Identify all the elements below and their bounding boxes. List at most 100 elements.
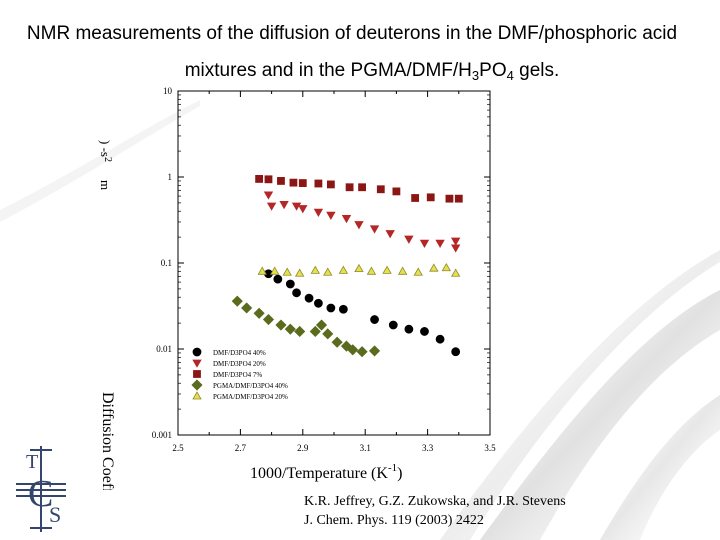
point-series-5	[441, 262, 452, 272]
point-series-3	[298, 179, 307, 187]
point-series-1	[388, 320, 398, 330]
point-series-2	[298, 205, 308, 214]
legend-marker-3	[193, 370, 201, 378]
title-subscript-4: 4	[506, 68, 514, 83]
title-line2-suffix: gels.	[513, 60, 560, 81]
point-series-4	[275, 319, 287, 331]
citation-authors: K.R. Jeffrey, G.Z. Zukowska, and J.R. St…	[304, 494, 566, 509]
point-series-2	[263, 191, 274, 200]
point-series-4	[231, 295, 243, 307]
slide-title-line1: NMR measurements of the diffusion of deu…	[26, 23, 678, 44]
legend-label-3: DMF/D3PO4 7%	[213, 371, 262, 379]
point-series-5	[310, 265, 320, 274]
point-series-5	[323, 267, 333, 276]
point-series-3	[289, 178, 298, 187]
point-series-4	[241, 302, 253, 314]
point-series-3	[345, 183, 354, 192]
title-subscript-3: 3	[471, 68, 480, 83]
legend-label-2: DMF/D3PO4 20%	[213, 360, 266, 368]
point-series-3	[255, 175, 264, 183]
point-series-2	[435, 239, 445, 248]
point-series-5	[354, 263, 364, 273]
legend-marker-1	[192, 347, 202, 357]
point-series-5	[397, 266, 408, 275]
point-series-4	[294, 325, 306, 338]
point-series-1	[338, 304, 348, 314]
point-series-1	[451, 347, 461, 357]
point-series-2	[385, 230, 395, 239]
y-tick-label: 10	[163, 86, 173, 96]
data-points	[231, 175, 463, 358]
y-axis-label: Diffusion Coeffi	[99, 392, 116, 490]
x-axis-label: 1000/Temperature (K-1)	[250, 462, 402, 482]
point-series-2	[266, 202, 277, 211]
point-series-2	[326, 211, 336, 220]
legend-label-4: PGMA/DMF/D3PO4 40%	[213, 382, 288, 390]
point-series-2	[450, 244, 461, 253]
slide-title-line2: mixtures and in the PGMA/DMF/H3PO4 gels.	[12, 60, 720, 83]
point-series-5	[270, 266, 280, 275]
y-tick-label: 0.01	[156, 344, 172, 354]
point-series-3	[392, 187, 401, 196]
point-series-1	[292, 288, 301, 298]
chart-legend: DMF/D3PO4 40% DMF/D3PO4 20% DMF/D3PO4 7% PG…	[191, 347, 288, 401]
title-line2-mid: PO	[479, 60, 507, 81]
point-series-5	[282, 267, 292, 276]
point-series-2	[450, 237, 461, 246]
y-tick-label: 1	[168, 172, 173, 182]
x-axis-label-close: )	[397, 465, 402, 482]
point-series-4	[322, 328, 334, 340]
point-series-4	[368, 345, 381, 357]
point-series-4	[347, 344, 359, 356]
x-tick-label: 2.7	[235, 443, 247, 453]
point-series-1	[304, 293, 314, 303]
point-series-3	[264, 175, 273, 184]
logo-letter-t: T	[26, 451, 38, 473]
y-axis-unit-fragment: ) -s2m	[98, 140, 113, 190]
point-series-3	[454, 194, 463, 203]
x-tick-label: 3.3	[422, 443, 434, 453]
point-series-5	[429, 263, 439, 272]
logo-letter-c: C	[28, 473, 53, 515]
point-series-3	[314, 179, 323, 188]
point-series-1	[285, 279, 295, 289]
x-tick-labels: 2.5 2.7 2.9 3.1 3.3 3.5	[172, 443, 496, 453]
point-series-4	[356, 346, 368, 358]
point-series-4	[253, 307, 265, 319]
point-series-4	[315, 319, 328, 331]
point-series-3	[376, 185, 385, 194]
x-tick-label: 3.5	[484, 443, 496, 453]
citation: K.R. Jeffrey, G.Z. Zukowska, and J.R. St…	[304, 492, 566, 530]
point-series-4	[309, 325, 321, 338]
x-tick-label: 3.1	[360, 443, 371, 453]
point-series-4	[284, 323, 296, 335]
point-series-5	[338, 265, 349, 274]
point-series-2	[419, 239, 430, 248]
point-series-1	[404, 324, 414, 334]
y-tick-labels: 10 1 0.1 0.01 0.001	[152, 86, 173, 440]
point-series-2	[313, 208, 324, 217]
point-series-4	[262, 313, 275, 326]
point-series-3	[445, 194, 454, 203]
x-tick-label: 2.5	[172, 443, 184, 453]
point-series-1	[273, 274, 283, 284]
point-series-2	[369, 225, 380, 234]
y-tick-label: 0.001	[152, 430, 172, 440]
point-series-3	[426, 193, 435, 202]
point-series-3	[358, 183, 366, 192]
point-series-2	[341, 215, 352, 224]
point-series-2	[291, 202, 302, 211]
point-series-2	[354, 221, 364, 230]
point-series-5	[450, 268, 461, 277]
x-axis-label-exponent: -1	[388, 462, 397, 474]
point-series-2	[404, 235, 414, 244]
point-series-3	[277, 177, 285, 185]
point-series-4	[331, 336, 343, 348]
point-series-1	[435, 334, 445, 344]
point-series-5	[382, 265, 392, 274]
point-series-3	[326, 180, 335, 189]
diffusion-chart: 2.5 2.7 2.9 3.1 3.3 3.5 10 1 0.1 0.01 0.001 DMF/D…	[98, 86, 496, 490]
point-series-1	[420, 327, 429, 336]
svg-text:) -s2m: ) -s2m	[98, 140, 113, 190]
